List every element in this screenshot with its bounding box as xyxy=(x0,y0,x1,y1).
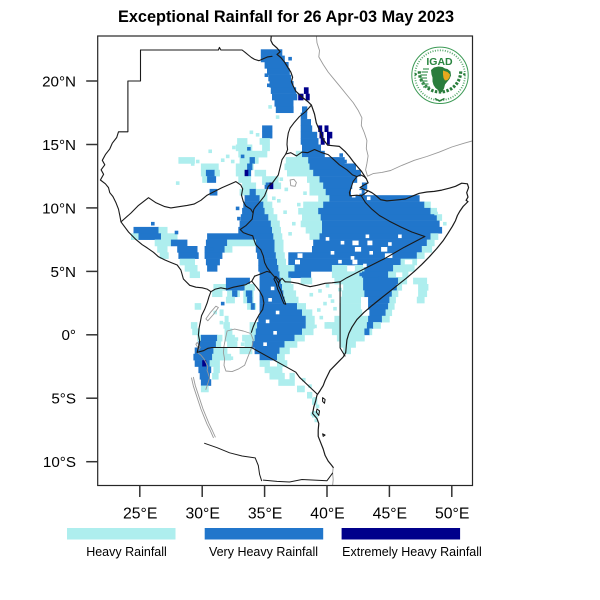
svg-text:Extremely Heavy Rainfall: Extremely Heavy Rainfall xyxy=(342,545,482,559)
svg-text:40°E: 40°E xyxy=(310,506,344,523)
svg-text:35°E: 35°E xyxy=(248,506,282,523)
svg-text:50°E: 50°E xyxy=(435,506,469,523)
svg-text:30°E: 30°E xyxy=(185,506,219,523)
svg-text:IGAD: IGAD xyxy=(426,56,453,68)
svg-text:Heavy Rainfall: Heavy Rainfall xyxy=(86,545,167,559)
svg-text:5°S: 5°S xyxy=(51,391,76,408)
svg-text:20°N: 20°N xyxy=(42,73,76,90)
svg-text:25°E: 25°E xyxy=(123,506,157,523)
svg-text:10°S: 10°S xyxy=(43,454,76,471)
svg-text:15°N: 15°N xyxy=(42,137,76,154)
svg-text:Very Heavy Rainfall: Very Heavy Rainfall xyxy=(209,545,318,559)
svg-text:45°E: 45°E xyxy=(373,506,407,523)
svg-text:5°N: 5°N xyxy=(51,264,77,281)
svg-text:10°N: 10°N xyxy=(42,200,76,217)
svg-text:Exceptional Rainfall for 26 Ap: Exceptional Rainfall for 26 Apr-03 May 2… xyxy=(118,8,454,26)
svg-text:0°: 0° xyxy=(61,327,76,344)
